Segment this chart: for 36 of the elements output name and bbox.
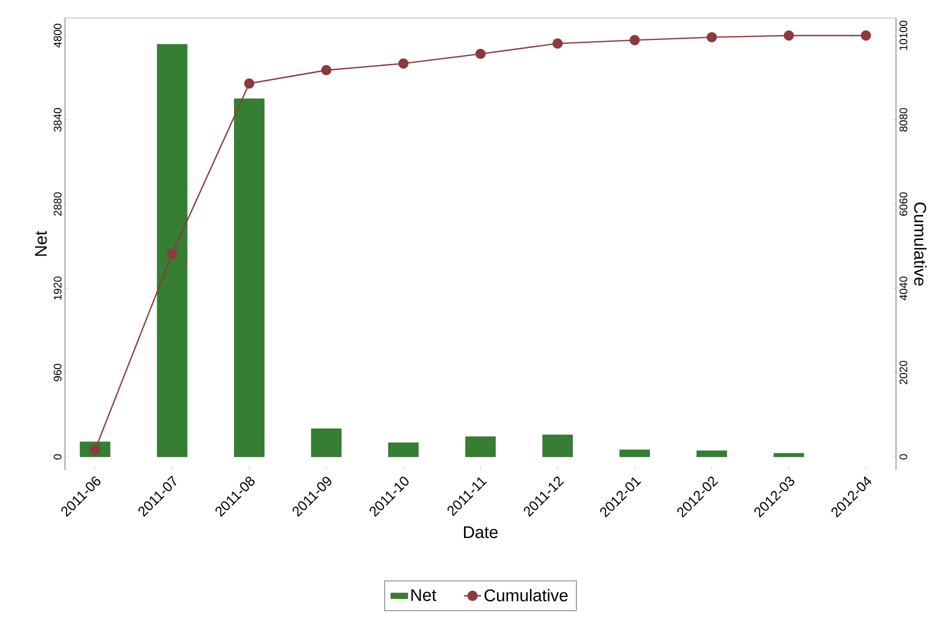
bar: [234, 98, 264, 458]
y-tick-label: 2880: [54, 192, 62, 216]
y2-tick-label: 8080: [900, 108, 908, 132]
y2-tick-label: 10100: [900, 20, 908, 50]
y-axis-title: Net: [35, 230, 47, 256]
point: [398, 58, 409, 69]
y2-tick-label: 6060: [900, 192, 908, 216]
point: [630, 35, 640, 46]
point: [860, 30, 872, 41]
x-axis-title: Date: [464, 526, 498, 538]
point: [552, 38, 563, 49]
y-tick-label: 1920: [54, 276, 62, 300]
bar: [696, 450, 727, 458]
point: [167, 248, 178, 259]
point: [475, 48, 486, 60]
y-tick-label: 960: [54, 364, 62, 382]
legend-label: Cumulative: [484, 588, 568, 602]
y-tick-label: 4800: [54, 24, 62, 48]
bar: [388, 442, 419, 458]
point: [321, 65, 332, 76]
bar: [311, 428, 342, 458]
bar: [465, 436, 496, 458]
point: [784, 30, 794, 41]
y-tick-label: 3840: [54, 108, 62, 132]
legend-label: Net: [411, 589, 436, 602]
y2-axis-title: Cumulative: [914, 202, 927, 286]
bar: [619, 450, 650, 458]
bar: [774, 453, 804, 458]
y2-tick-label: 2020: [900, 360, 908, 384]
bar: [156, 44, 188, 458]
bar: [542, 434, 573, 458]
point: [244, 78, 254, 89]
y2-tick-label: 4040: [900, 276, 908, 300]
y-tick-label: 0: [54, 454, 62, 460]
point: [706, 32, 717, 42]
y2-tick-label: 0: [900, 454, 908, 460]
